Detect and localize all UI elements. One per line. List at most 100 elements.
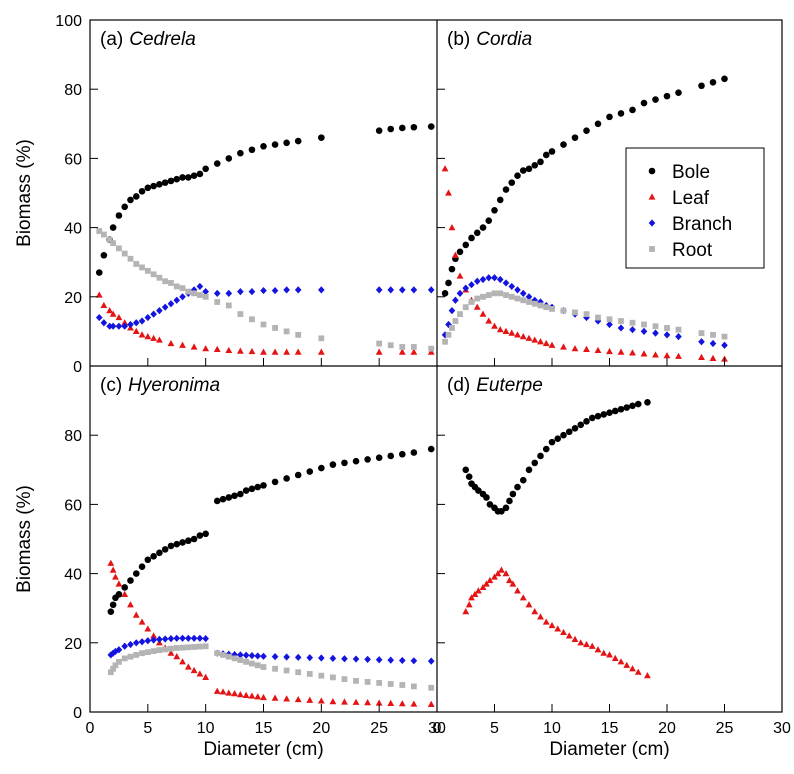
panel-b-point-leaf — [675, 352, 682, 359]
panel-a-point-branch — [150, 310, 157, 318]
panel-c-point-bole — [156, 549, 163, 557]
panel-b-point-leaf — [479, 310, 487, 317]
panel-c-point-branch — [179, 634, 186, 642]
y-tick-label-bottom: 60 — [64, 497, 82, 514]
panel-b-point-root — [595, 314, 601, 321]
panel-c-point-leaf — [184, 663, 192, 670]
panel-c-point-leaf — [173, 653, 181, 660]
panel-d-point-bole — [506, 497, 513, 505]
panel-a-point-branch — [138, 317, 146, 325]
panel-d-point-leaf — [644, 672, 651, 679]
panel-d-point-bole — [577, 421, 585, 429]
panel-c-point-leaf — [219, 688, 227, 695]
panel-b-point-bole — [548, 148, 556, 155]
panel-a-point-bole — [150, 182, 157, 190]
panel-a-point-bole — [318, 134, 325, 141]
panel-b-point-branch — [709, 339, 717, 348]
x-tick-label-left: 25 — [370, 720, 388, 737]
panel-b-point-leaf — [496, 326, 504, 333]
panel-b-point-branch — [721, 341, 728, 349]
panel-b-point-bole — [519, 167, 527, 174]
panel-c-point-leaf — [132, 611, 140, 618]
panel-c-series-bole — [107, 445, 435, 615]
panel-b-point-root — [508, 293, 515, 300]
panel-c-point-root — [231, 655, 238, 662]
x-tick-label-right: 10 — [543, 720, 561, 737]
panel-c-label: (c) Hyeronima — [100, 375, 220, 396]
panel-c-point-root — [283, 667, 290, 674]
panel-d-point-bole — [611, 407, 619, 415]
panel-c-point-branch — [173, 634, 181, 642]
panel-c-point-leaf — [127, 601, 134, 608]
panel-a-point-bole — [225, 155, 233, 162]
panel-c-point-bole — [179, 539, 186, 546]
panel-d-point-leaf — [519, 594, 527, 601]
panel-a-point-branch — [294, 286, 302, 294]
panel-c-point-bole — [387, 452, 395, 460]
panel-b-point-bole — [560, 141, 567, 148]
panel-b-point-leaf — [640, 350, 648, 357]
panel-b-point-root — [721, 333, 728, 340]
panel-c-point-leaf — [427, 700, 435, 707]
panel-c-point-root — [272, 665, 278, 672]
panel-a-point-bole — [185, 174, 192, 181]
panel-a-point-root — [156, 274, 163, 281]
panel-b-point-leaf — [594, 346, 602, 354]
panel-d-point-leaf — [468, 594, 475, 601]
panel-b-point-leaf — [698, 353, 705, 360]
panel-a-point-bole — [109, 224, 117, 231]
y-tick-label-top: 0 — [73, 359, 82, 376]
panel-b-point-root — [485, 292, 492, 298]
panel-c-point-leaf — [283, 695, 291, 702]
panel-c-point-leaf — [242, 691, 250, 698]
panel-c-point-leaf — [112, 573, 119, 580]
panel-c-point-root — [364, 678, 371, 685]
panel-c-point-bole — [107, 608, 115, 615]
panel-b-point-bole — [531, 162, 539, 169]
panel-c-point-leaf — [167, 649, 175, 656]
panel-d-point-bole — [531, 459, 539, 467]
panel-c-point-bole — [237, 490, 244, 498]
panel-c-point-branch — [375, 656, 383, 664]
panel-d-point-bole — [519, 476, 527, 484]
panel-c-point-branch — [364, 655, 371, 664]
panel-c-point-branch — [167, 635, 175, 643]
panel-a-point-branch — [95, 313, 103, 322]
panel-a-point-root — [202, 293, 209, 300]
x-tick-label-right: 20 — [658, 720, 676, 737]
panel-c-point-branch — [127, 640, 134, 649]
panel-a-point-bole — [399, 124, 406, 132]
panel-d-point-leaf — [494, 570, 502, 577]
panel-b-point-branch — [448, 307, 456, 315]
panel-b-point-branch — [525, 293, 533, 301]
panel-d-letter: (d) — [447, 375, 470, 396]
panel-b-point-branch — [531, 296, 539, 304]
panel-d-point-leaf — [542, 618, 550, 625]
panel-b-point-bole — [508, 179, 516, 186]
panel-a-point-branch — [167, 300, 175, 308]
panel-c-point-bole — [190, 535, 198, 543]
panel-b-point-root — [531, 300, 538, 307]
panel-c-point-branch — [387, 656, 395, 664]
panel-a-point-branch — [410, 286, 418, 294]
panel-a-point-bole — [100, 251, 108, 259]
panel-c-point-root — [376, 680, 383, 686]
x-tick-label-left: 30 — [428, 720, 446, 737]
panel-c-point-leaf — [352, 698, 360, 705]
panel-c-point-branch — [112, 647, 119, 656]
y-tick-label-top: 20 — [64, 290, 82, 307]
panel-c-point-leaf — [202, 673, 210, 680]
panel-a-point-leaf — [138, 331, 146, 338]
panel-a-point-root — [237, 311, 244, 317]
panel-a-point-bole — [237, 149, 244, 157]
panel-b-point-branch — [514, 286, 521, 294]
panel-b-point-root — [641, 321, 647, 328]
panel-c-point-bole — [185, 537, 192, 545]
panel-b-point-bole — [652, 96, 659, 103]
panel-c-point-leaf — [294, 695, 302, 703]
panel-c-point-bole — [213, 497, 221, 505]
panel-d-point-leaf — [525, 601, 533, 608]
y-axis-title-top: Biomass (%) — [14, 139, 35, 247]
x-tick-label-left: 20 — [312, 720, 330, 737]
panel-b-point-branch — [441, 331, 449, 339]
